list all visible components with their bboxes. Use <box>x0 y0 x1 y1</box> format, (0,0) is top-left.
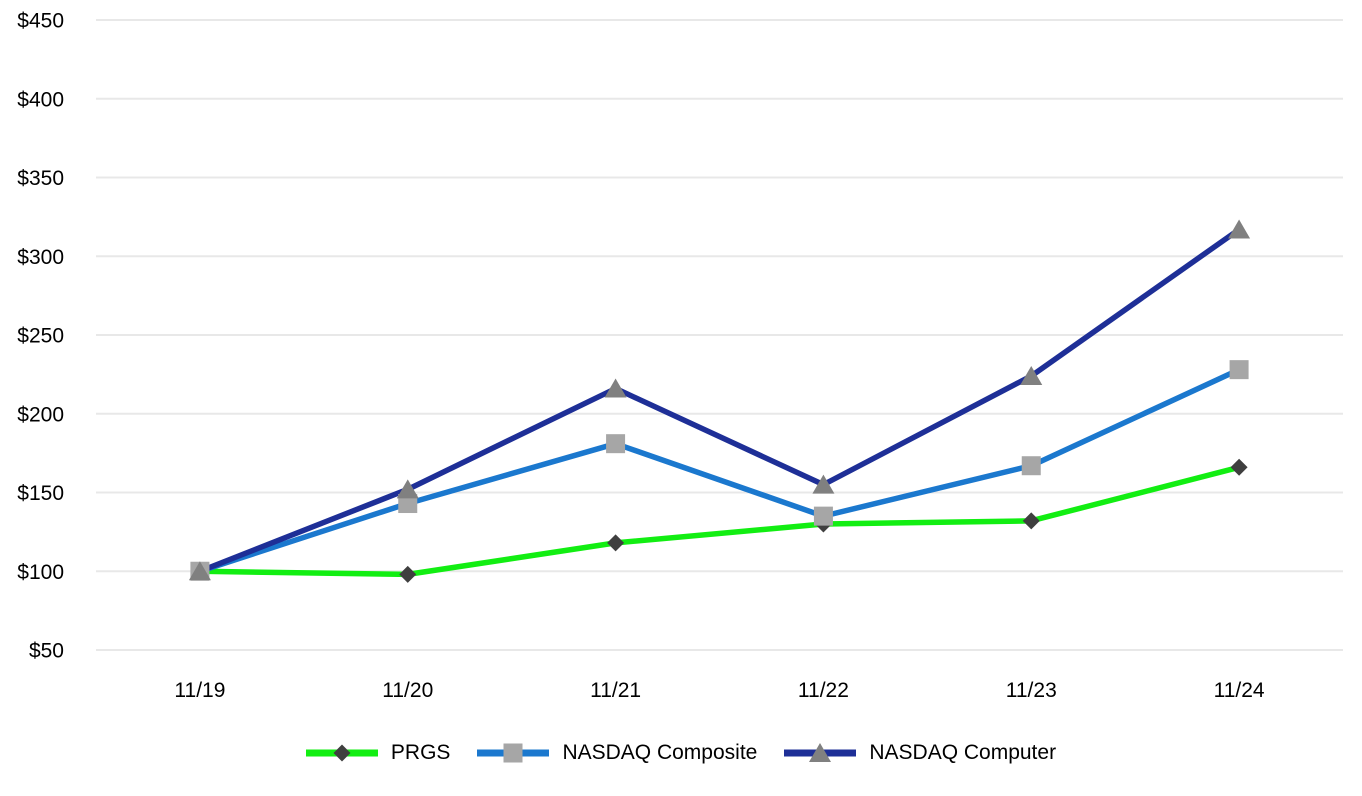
y-tick-label: $350 <box>17 167 64 190</box>
legend-item: NASDAQ Composite <box>477 739 757 767</box>
y-tick-label: $250 <box>17 325 64 348</box>
legend-label: NASDAQ Composite <box>562 741 758 764</box>
y-tick-label: $200 <box>17 403 64 426</box>
diamond-marker-prgs <box>399 565 417 583</box>
y-tick-label: $50 <box>29 640 64 663</box>
legend-swatch-icon <box>477 743 550 763</box>
legend-label: PRGS <box>390 741 451 764</box>
triangle-marker-nasdaq-computer <box>604 378 627 398</box>
legend-item: NASDAQ Computer <box>784 739 1056 767</box>
series-line-prgs <box>197 464 1242 578</box>
legend-label: NASDAQ Computer <box>869 741 1057 764</box>
x-tick-label: 11/20 <box>382 679 433 702</box>
triangle-icon <box>809 743 832 762</box>
x-tick-label: 11/19 <box>174 679 225 702</box>
legend-item: PRGS <box>305 739 451 767</box>
square-marker-nasdaq-composite <box>1021 456 1041 476</box>
triangle-marker-nasdaq-computer <box>1228 219 1251 239</box>
triangle-marker-nasdaq-computer <box>396 479 419 499</box>
triangle-marker-nasdaq-computer <box>812 474 835 494</box>
x-tick-label: 11/22 <box>798 679 849 702</box>
y-tick-label: $150 <box>17 482 64 505</box>
series-line-nasdaq-composite <box>197 366 1242 574</box>
y-tick-label: $100 <box>17 561 64 584</box>
diamond-icon <box>333 744 351 762</box>
chart-plot-area: $450 $400 $350 $300 $250 $200 $150 $100 $50 11/19… <box>17 10 1343 702</box>
square-marker-nasdaq-composite <box>398 494 418 514</box>
legend-swatch-icon <box>305 744 378 762</box>
triangle-marker-nasdaq-computer <box>188 561 211 581</box>
square-icon <box>503 743 523 763</box>
x-tick-label: 11/21 <box>590 679 641 702</box>
series-line-nasdaq-computer <box>197 226 1242 574</box>
y-tick-label: $300 <box>17 246 64 269</box>
y-tick-label: $400 <box>17 88 64 111</box>
legend-swatch-icon <box>784 743 857 762</box>
diamond-marker-prgs <box>607 534 625 552</box>
triangle-marker-nasdaq-computer <box>1020 365 1043 385</box>
square-marker-nasdaq-composite <box>606 434 626 454</box>
x-tick-label: 11/24 <box>1214 679 1265 702</box>
x-tick-label: 11/23 <box>1006 679 1057 702</box>
chart-legend: PRGS NASDAQ Composite NASDAQ Computer <box>0 739 1362 767</box>
diamond-marker-prgs <box>1022 512 1040 530</box>
square-marker-nasdaq-composite <box>813 506 833 526</box>
y-tick-label: $450 <box>17 10 64 33</box>
square-marker-nasdaq-composite <box>1229 360 1249 380</box>
diamond-marker-prgs <box>1230 458 1248 476</box>
